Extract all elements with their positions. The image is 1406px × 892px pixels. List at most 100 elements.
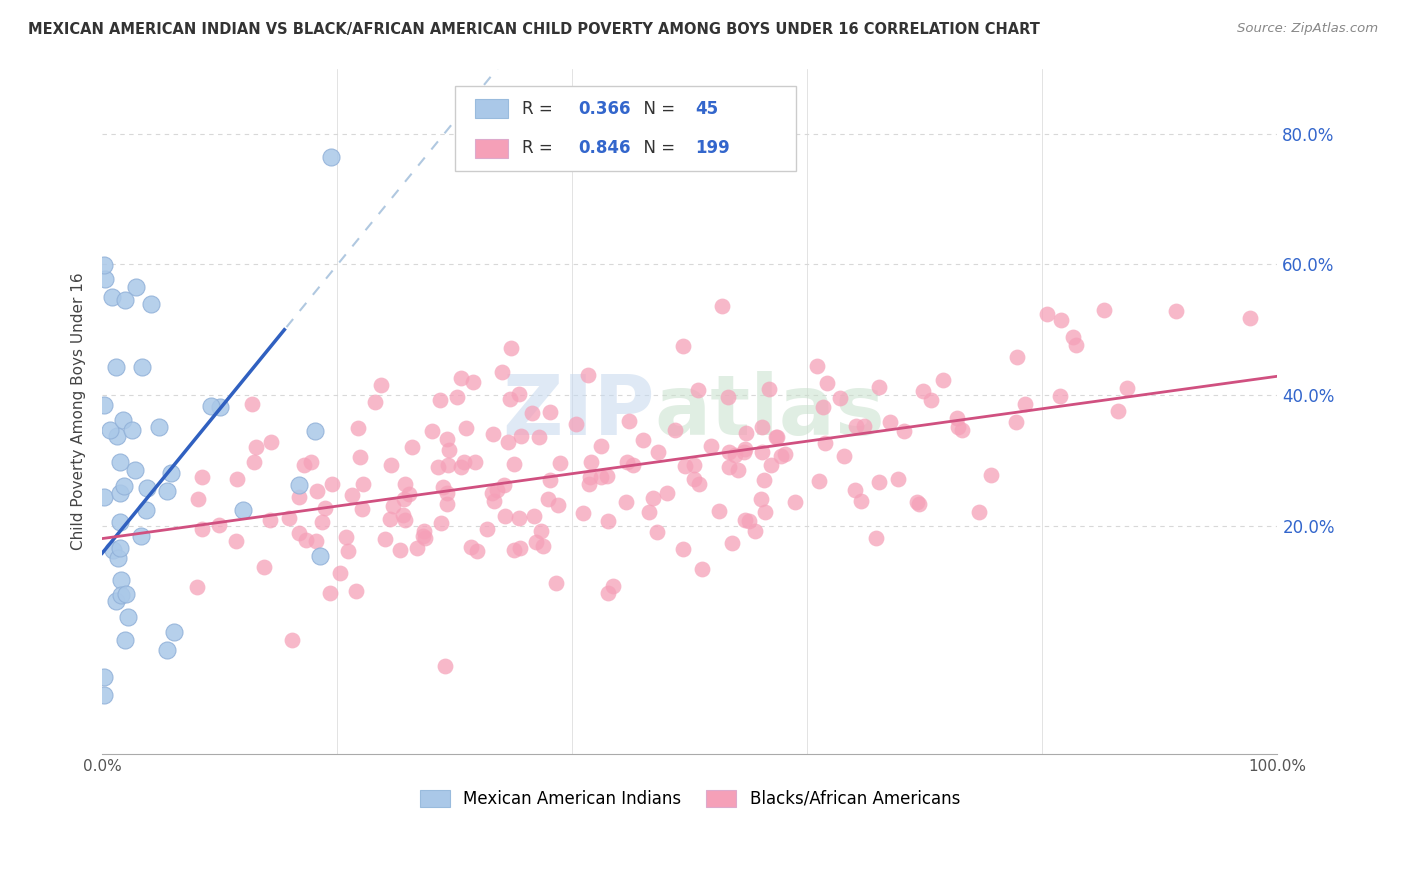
Point [112, 478, 135, 492]
Point [690, 562, 713, 576]
Point [752, 473, 775, 487]
Point [520, 406, 543, 420]
Point [849, 493, 872, 508]
Point [527, 429, 550, 443]
Text: ZIP: ZIP [502, 371, 655, 452]
Point [121, 423, 143, 437]
Point [686, 383, 709, 397]
Point [481, 485, 503, 500]
Text: 0.846: 0.846 [578, 139, 631, 157]
Point [344, 584, 367, 599]
Point [806, 359, 828, 373]
Point [576, 368, 599, 383]
Point [602, 579, 624, 593]
Point [945, 411, 967, 425]
Point [598, 585, 620, 599]
Point [1092, 303, 1115, 318]
Point [717, 391, 740, 405]
Point [1062, 329, 1084, 343]
Point [314, 500, 336, 515]
Point [1005, 350, 1028, 364]
Point [724, 449, 747, 463]
Point [494, 509, 516, 524]
Point [484, 493, 506, 508]
Point [432, 480, 454, 494]
Point [105, 594, 128, 608]
Point [93, 490, 115, 504]
Point [135, 502, 157, 516]
Point [136, 481, 159, 495]
Point [641, 491, 664, 505]
Point [1049, 312, 1071, 326]
Point [865, 531, 887, 545]
Point [531, 539, 554, 553]
Point [547, 498, 569, 512]
Point [544, 575, 567, 590]
Point [828, 392, 851, 406]
Point [352, 477, 374, 491]
Point [430, 516, 453, 530]
Point [389, 542, 412, 557]
Point [108, 516, 131, 530]
Point [125, 280, 148, 294]
Point [460, 540, 482, 554]
Point [253, 559, 276, 574]
Point [110, 485, 132, 500]
Point [200, 399, 222, 413]
Point [93, 670, 115, 684]
Point [406, 541, 429, 556]
Point [950, 423, 973, 437]
Point [920, 392, 942, 407]
Point [1036, 307, 1059, 321]
Text: 45: 45 [696, 100, 718, 118]
Text: R =: R = [522, 139, 558, 157]
Point [647, 445, 669, 459]
Point [683, 471, 706, 485]
Point [456, 421, 478, 435]
Point [392, 508, 415, 522]
Point [1239, 310, 1261, 325]
Point [103, 543, 125, 558]
Point [758, 382, 780, 396]
Point [522, 509, 544, 524]
Point [845, 419, 868, 434]
Point [733, 445, 755, 459]
Point [401, 440, 423, 454]
Point [131, 359, 153, 374]
Point [259, 513, 281, 527]
Point [911, 384, 934, 398]
Point [596, 469, 619, 483]
Point [751, 419, 773, 434]
Point [191, 522, 214, 536]
Point [538, 473, 561, 487]
Point [437, 442, 460, 457]
Point [105, 359, 128, 374]
Point [381, 500, 404, 514]
Text: 199: 199 [696, 139, 731, 157]
Point [499, 392, 522, 406]
Point [453, 455, 475, 469]
Point [616, 455, 638, 469]
Point [208, 518, 231, 533]
Point [807, 475, 830, 489]
Text: 0.366: 0.366 [578, 100, 631, 118]
Point [734, 442, 756, 457]
Point [114, 587, 136, 601]
Point [321, 476, 343, 491]
Text: N =: N = [633, 139, 681, 157]
Point [340, 488, 363, 502]
Point [321, 149, 343, 163]
Text: Source: ZipAtlas.com: Source: ZipAtlas.com [1237, 22, 1378, 36]
Text: R =: R = [522, 100, 558, 118]
Point [141, 297, 163, 311]
Point [948, 420, 970, 434]
Point [711, 300, 734, 314]
Point [370, 377, 392, 392]
Point [148, 420, 170, 434]
Point [664, 423, 686, 437]
Point [108, 541, 131, 555]
Point [93, 398, 115, 412]
Point [1005, 415, 1028, 429]
Point [288, 490, 311, 504]
Point [232, 503, 254, 517]
